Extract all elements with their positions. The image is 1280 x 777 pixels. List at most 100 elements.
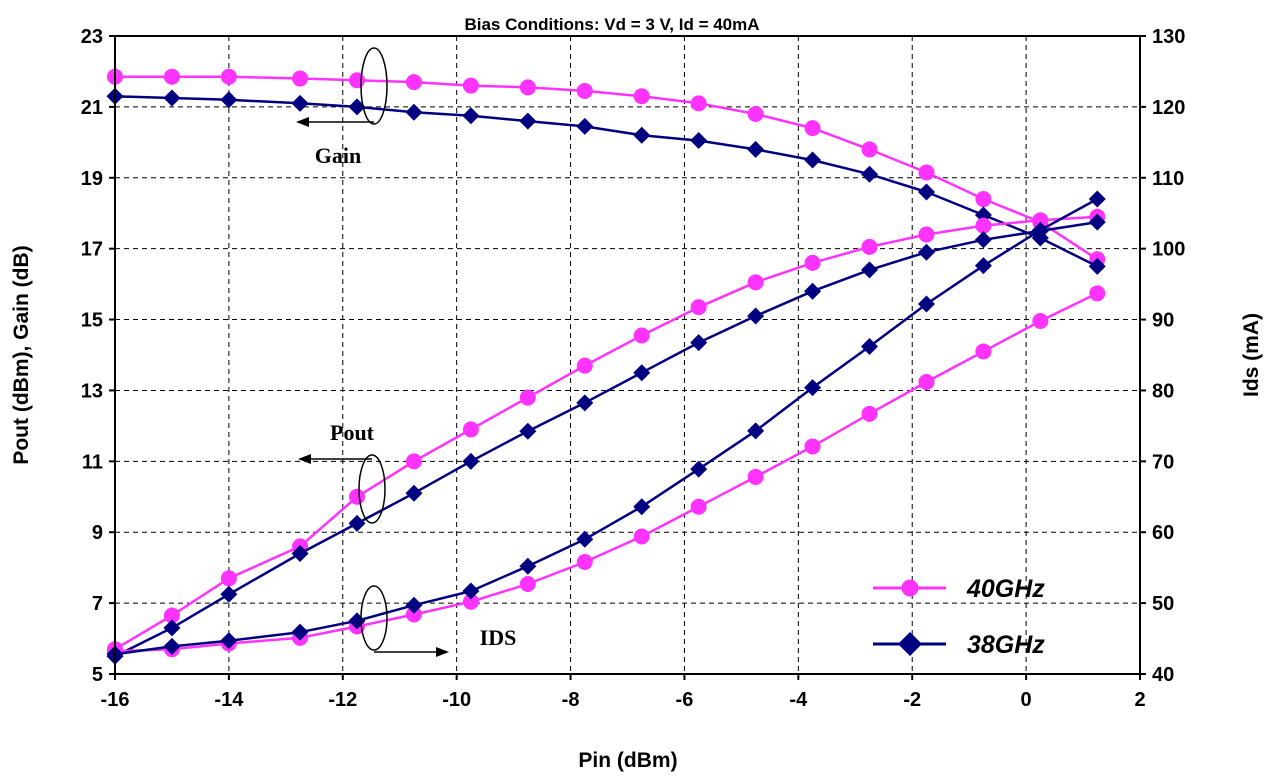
data-point-gain-40ghz (747, 105, 764, 122)
data-point-gain-40ghz (804, 120, 821, 137)
data-point-ids-38ghz (1088, 190, 1106, 208)
series-line-gain-38ghz (114, 95, 1098, 268)
data-point-gain-40ghz (576, 82, 593, 99)
data-point-ids-38ghz (804, 379, 822, 397)
y2-tick-label: 40 (1152, 664, 1174, 686)
plot-area-frame (114, 35, 1141, 675)
gain-annotation-label: Gain (315, 143, 361, 168)
legend-marker-38ghz (898, 632, 922, 656)
data-point-gain-38ghz (348, 98, 366, 116)
data-point-pout-40ghz (405, 453, 422, 470)
data-point-ids-40ghz (633, 528, 650, 545)
data-point-gain-40ghz (349, 72, 366, 89)
ids-ellipse (360, 585, 388, 651)
data-point-pout-40ghz (462, 421, 479, 438)
data-point-gain-38ghz (861, 165, 879, 183)
data-point-gain-40ghz (519, 79, 536, 96)
data-point-pout-40ghz (349, 488, 366, 505)
y2-axis-label: Ids (mA) (1240, 313, 1263, 397)
y2-tick-label: 110 (1152, 168, 1184, 190)
data-point-ids-40ghz (918, 373, 935, 390)
ids-annotation: IDS (360, 585, 517, 657)
data-point-gain-38ghz (291, 94, 309, 112)
legend-label-40ghz: 40GHz (966, 575, 1045, 603)
x-tick-label: -14 (214, 689, 244, 711)
data-point-pout-40ghz (1032, 212, 1049, 229)
data-point-gain-40ghz (292, 70, 309, 87)
data-point-pout-40ghz (975, 217, 992, 234)
data-point-ids-40ghz (975, 343, 992, 360)
legend-entry-40ghz: 40GHz (873, 575, 1045, 603)
data-point-gain-40ghz (462, 77, 479, 94)
series-ids-38ghz (106, 190, 1106, 663)
y2-tick-label: 80 (1152, 380, 1174, 402)
data-point-ids-40ghz (405, 606, 422, 623)
series-line-ids-40ghz (114, 292, 1098, 653)
data-point-ids-38ghz (917, 295, 935, 313)
legend-marker-40ghz (901, 579, 919, 597)
data-point-ids-40ghz (1089, 285, 1106, 302)
y2-tick-label: 90 (1152, 310, 1174, 332)
y2-tick-label: 60 (1152, 522, 1174, 544)
x-tick-label: -8 (562, 689, 580, 711)
data-point-pout-38ghz (163, 619, 181, 637)
data-point-ids-38ghz (462, 582, 480, 600)
data-point-gain-40ghz (975, 191, 992, 208)
y2-tick-label: 130 (1152, 26, 1185, 48)
data-point-ids-40ghz (690, 498, 707, 515)
series-pout-38ghz (106, 213, 1106, 665)
x-tick-label: 2 (1134, 689, 1145, 711)
data-point-pout-40ghz (576, 357, 593, 374)
data-point-pout-38ghz (220, 585, 238, 603)
y-tick-label: 11 (82, 451, 103, 473)
ids-annotation-label: IDS (480, 625, 517, 650)
data-point-gain-40ghz (220, 68, 237, 85)
y-tick-label: 23 (81, 26, 103, 48)
data-point-gain-38ghz (747, 140, 765, 158)
pout-ellipse (358, 454, 386, 524)
y2-tick-label: 100 (1152, 239, 1185, 261)
data-point-gain-38ghz (576, 117, 594, 135)
data-point-gain-38ghz (405, 103, 423, 121)
series-line-pout-38ghz (114, 220, 1098, 658)
x-tick-label: -6 (676, 689, 694, 711)
series-gain-40ghz (107, 68, 1106, 268)
data-point-pout-38ghz (861, 261, 879, 279)
series-line-ids-38ghz (114, 197, 1098, 656)
data-point-ids-40ghz (861, 405, 878, 422)
data-point-gain-40ghz (918, 164, 935, 181)
pout-arrow-head (298, 454, 311, 464)
data-point-pout-38ghz (804, 282, 822, 300)
data-point-ids-40ghz (804, 438, 821, 455)
data-point-ids-38ghz (690, 460, 708, 478)
data-point-pout-38ghz (917, 243, 935, 261)
data-point-ids-38ghz (576, 530, 594, 548)
data-point-ids-38ghz (747, 422, 765, 440)
data-point-pout-38ghz (974, 231, 992, 249)
data-point-ids-38ghz (519, 557, 537, 575)
data-point-gain-38ghz (519, 112, 537, 130)
series-line-pout-40ghz (114, 215, 1098, 651)
x-tick-label: -12 (328, 689, 357, 711)
data-point-gain-40ghz (633, 88, 650, 105)
y-tick-label: 13 (81, 380, 103, 402)
data-point-ids-38ghz (163, 637, 181, 655)
series-ids-40ghz (107, 285, 1106, 660)
data-point-ids-38ghz (1031, 221, 1049, 239)
legend: 40GHz 38GHz (873, 575, 1045, 659)
data-point-ids-38ghz (974, 257, 992, 275)
data-point-ids-40ghz (462, 593, 479, 610)
pout-annotation-label: Pout (330, 420, 375, 445)
data-point-pout-38ghz (462, 452, 480, 470)
data-point-pout-40ghz (690, 299, 707, 316)
y2-tick-label: 50 (1152, 593, 1174, 615)
data-point-pout-40ghz (804, 254, 821, 271)
data-point-pout-40ghz (220, 570, 237, 587)
y-tick-label: 15 (81, 310, 103, 332)
data-point-gain-38ghz (220, 91, 238, 109)
series-pout-40ghz (107, 208, 1106, 658)
data-point-pout-40ghz (918, 226, 935, 243)
data-point-ids-38ghz (861, 337, 879, 355)
y-tick-label: 7 (92, 593, 103, 615)
